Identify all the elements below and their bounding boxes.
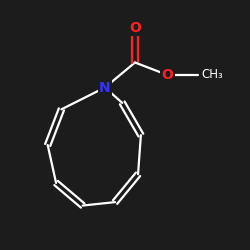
Text: O: O — [129, 20, 141, 34]
Text: O: O — [162, 68, 173, 82]
Text: CH₃: CH₃ — [201, 68, 223, 82]
Text: N: N — [99, 80, 111, 94]
